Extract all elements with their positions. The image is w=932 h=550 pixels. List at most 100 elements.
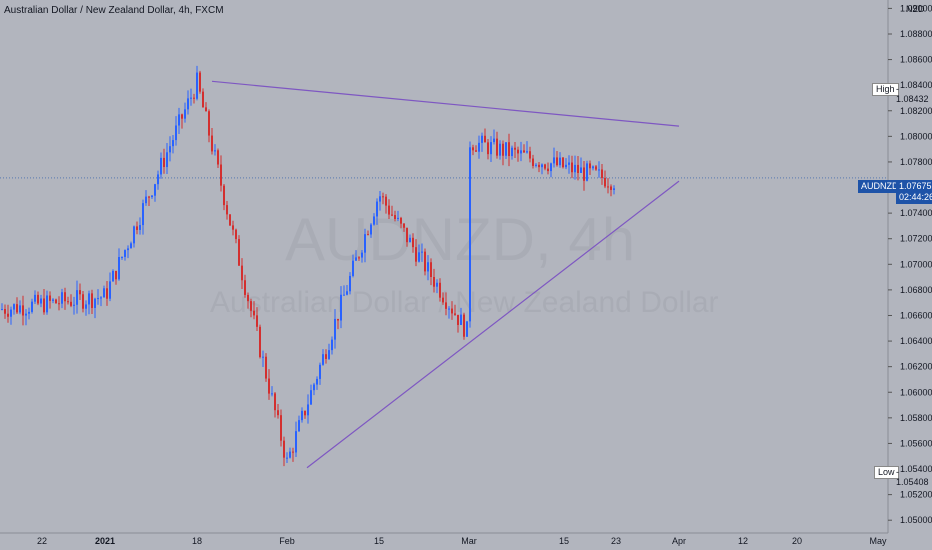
price-tick-label: 1.05600: [900, 438, 932, 448]
candle-body: [283, 440, 285, 458]
candle-body: [268, 378, 270, 394]
candle-body: [181, 114, 183, 119]
candle-body: [130, 243, 132, 249]
candle-body: [229, 214, 231, 226]
time-tick-label: 12: [738, 536, 748, 546]
candle-body: [367, 234, 369, 236]
candle-body: [613, 188, 615, 190]
price-tick-label: 1.06200: [900, 362, 932, 372]
candle-body: [355, 257, 357, 261]
time-tick-label: May: [869, 536, 887, 546]
candle-body: [85, 304, 87, 309]
candle-body: [40, 298, 42, 304]
candle-body: [274, 393, 276, 411]
candle-body: [64, 292, 66, 302]
price-tick-label: 1.05000: [900, 515, 932, 525]
candle-body: [259, 326, 261, 358]
candle-body: [541, 164, 543, 168]
candle-body: [241, 265, 243, 281]
candle-body: [238, 239, 240, 266]
candle-body: [211, 135, 213, 152]
watermark-symbol: AUDNZD, 4h: [285, 206, 635, 273]
candle-body: [553, 157, 555, 164]
candle-body: [433, 277, 435, 287]
candle-body: [58, 303, 60, 305]
candle-body: [481, 135, 483, 143]
candle-body: [376, 201, 378, 217]
candle-body: [121, 256, 123, 258]
candle-body: [460, 314, 462, 325]
candle-body: [400, 217, 402, 224]
candle-body: [490, 142, 492, 155]
candle-body: [4, 309, 6, 314]
price-axis[interactable]: 1.09000 1.08800 1.08600 1.08400 1.08200 1.080…: [888, 3, 932, 525]
candle-body: [478, 142, 480, 152]
price-tick-label: 1.07000: [900, 259, 932, 269]
candle-body: [406, 227, 408, 243]
candle-body: [22, 305, 24, 316]
candle-body: [421, 251, 423, 253]
candle-body: [415, 247, 417, 262]
candle-body: [82, 294, 84, 309]
candle-body: [430, 262, 432, 278]
candle-body: [502, 143, 504, 156]
candle-body: [382, 196, 384, 198]
candle-body: [397, 217, 399, 220]
trendline-support: [306, 180, 680, 469]
candle-body: [289, 451, 291, 458]
candle-body: [550, 163, 552, 172]
candle-body: [184, 109, 186, 119]
candle-body: [466, 321, 468, 337]
candle-body: [187, 98, 189, 110]
candle-body: [190, 97, 192, 99]
candle-body: [34, 294, 36, 302]
candle-body: [364, 234, 366, 253]
candle-body: [487, 142, 489, 155]
candle-body: [19, 305, 21, 313]
candle-body: [361, 252, 363, 258]
candle-body: [100, 297, 102, 299]
candle-body: [196, 72, 198, 99]
candle-body: [316, 378, 318, 385]
candle-body: [175, 125, 177, 141]
candle-body: [307, 404, 309, 416]
candle-body: [559, 157, 561, 166]
price-tick-label: 1.08200: [900, 106, 932, 116]
candle-body: [424, 251, 426, 272]
candle-body: [13, 304, 15, 310]
candle-body: [598, 169, 600, 171]
candle-body: [118, 257, 120, 280]
candle-body: [334, 318, 336, 340]
candle-body: [109, 281, 111, 299]
time-tick-label: 22: [37, 536, 47, 546]
candle-body: [199, 72, 201, 92]
candle-body: [112, 270, 114, 282]
candle-body: [292, 451, 294, 453]
price-tick-label: 1.08800: [900, 29, 932, 39]
price-tick-label: 1.05800: [900, 413, 932, 423]
candle-body: [379, 196, 381, 202]
time-axis[interactable]: 22 2021 18 Feb 15 Mar 15 23 Apr 12 20 May: [37, 536, 887, 546]
candle-body: [442, 297, 444, 303]
trendlines: [211, 80, 680, 469]
candle-body: [157, 174, 159, 185]
candle-body: [604, 177, 606, 187]
candle-body: [142, 203, 144, 226]
candle-body: [46, 295, 48, 313]
candle-body: [94, 298, 96, 308]
candle-body: [115, 270, 117, 280]
candle-body: [328, 350, 330, 359]
candle-body: [505, 142, 507, 156]
candle-body: [511, 147, 513, 157]
candle-body: [127, 248, 129, 251]
candle-body: [517, 149, 519, 154]
chart-title: Australian Dollar / New Zealand Dollar, …: [4, 5, 224, 16]
candle-body: [493, 138, 495, 143]
candle-body: [388, 205, 390, 215]
candle-body: [25, 313, 27, 316]
candle-body: [571, 162, 573, 173]
candle-body: [436, 282, 438, 287]
candle-body: [484, 135, 486, 143]
candle-body: [286, 457, 288, 459]
